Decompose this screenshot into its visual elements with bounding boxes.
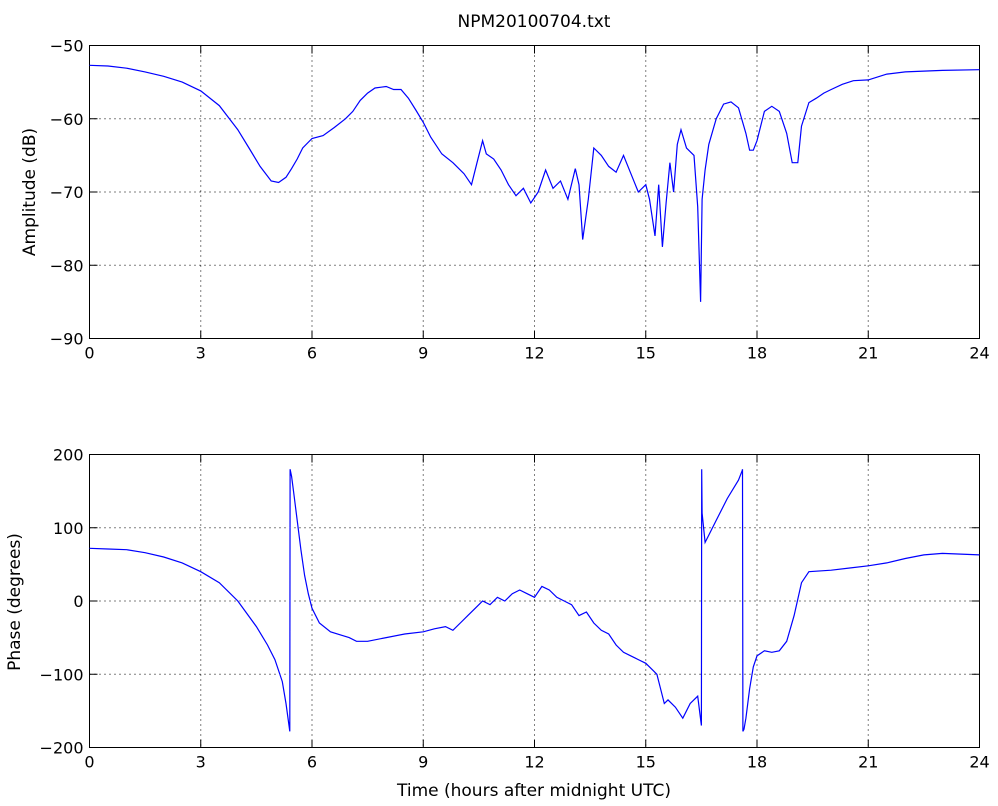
- phase-ytick-label: −100: [40, 665, 84, 684]
- amplitude-ytick-label: −80: [50, 256, 84, 275]
- amplitude-xtick-label: 3: [196, 344, 206, 363]
- phase-xtick-label: 15: [636, 753, 656, 772]
- phase-xtick-label: 21: [858, 753, 878, 772]
- phase-xtick-label: 0: [84, 753, 94, 772]
- phase-axes: Phase (degrees) Time (hours after midnig…: [5, 446, 990, 802]
- phase-ytick-label: 0: [73, 592, 83, 611]
- amplitude-title: NPM20100704.txt: [458, 12, 611, 32]
- amplitude-xtick-label: 21: [858, 344, 878, 363]
- amplitude-xtick-label: 9: [418, 344, 428, 363]
- phase-xtick-label: 18: [747, 753, 767, 772]
- amplitude-xtick-label: 12: [524, 344, 544, 363]
- amplitude-axes: NPM20100704.txt Amplitude (dB) 0 3 6 9 12 15 1…: [20, 12, 990, 363]
- amplitude-xtick-label: 15: [636, 344, 656, 363]
- phase-xtick-label: 6: [307, 753, 317, 772]
- phase-line: [89, 469, 980, 732]
- phase-xtick-label: 3: [196, 753, 206, 772]
- amplitude-xtick-label: 6: [307, 344, 317, 363]
- amplitude-line: [89, 64, 980, 302]
- amplitude-ytick-label: −60: [50, 110, 84, 129]
- amplitude-xtick-label: 24: [969, 344, 989, 363]
- phase-xtick-label: 12: [524, 753, 544, 772]
- phase-ytick-label: 200: [53, 446, 84, 465]
- phase-xtick-label: 24: [969, 753, 989, 772]
- amplitude-ytick-label: −70: [50, 183, 84, 202]
- amplitude-ytick-label: −50: [50, 37, 84, 56]
- phase-ylabel: Phase (degrees): [5, 533, 25, 671]
- phase-xlabel: Time (hours after midnight UTC): [396, 781, 671, 801]
- amplitude-ytick-label: −90: [50, 330, 84, 349]
- phase-ytick-label: −200: [40, 739, 84, 758]
- phase-ytick-label: 100: [53, 519, 84, 538]
- amplitude-xtick-label: 0: [84, 344, 94, 363]
- amplitude-xtick-label: 18: [747, 344, 767, 363]
- amplitude-ylabel: Amplitude (dB): [20, 128, 40, 256]
- phase-xtick-label: 9: [418, 753, 428, 772]
